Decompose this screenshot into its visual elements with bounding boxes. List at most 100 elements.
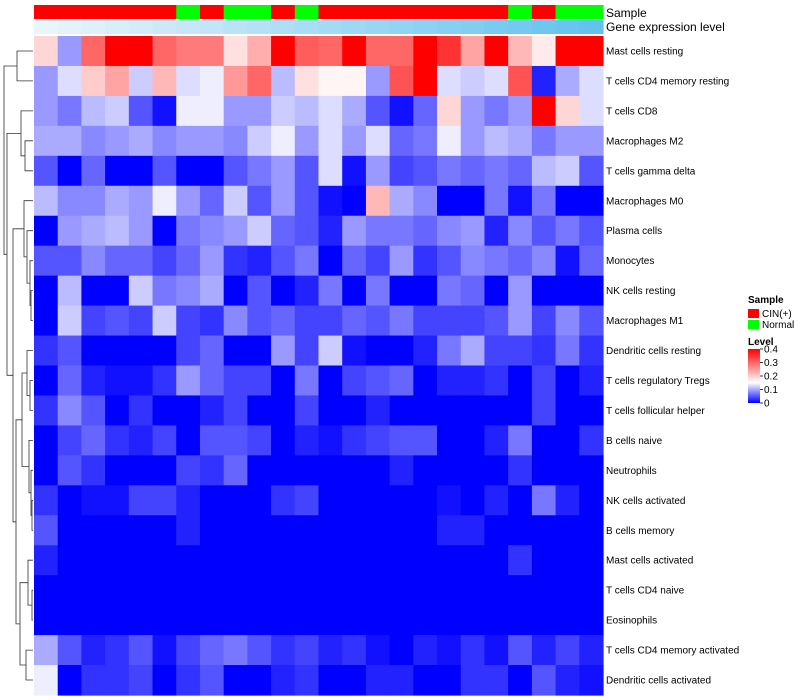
dendrogram-branch	[30, 290, 33, 321]
heatmap-cell	[555, 515, 580, 546]
dendrogram-branch	[16, 50, 33, 82]
row-label: B cells naive	[606, 436, 663, 447]
heatmap-cell	[128, 305, 154, 337]
heatmap-cell	[318, 455, 343, 486]
sample-annotation-cell	[81, 5, 106, 19]
heatmap-cell	[579, 575, 604, 606]
heatmap-cell	[318, 635, 343, 666]
heatmap-cell	[365, 515, 391, 546]
heatmap-cell	[128, 155, 154, 187]
heatmap-cell	[508, 65, 533, 97]
heatmap-cell	[437, 365, 462, 397]
heatmap-cell	[128, 635, 154, 666]
heatmap-cell	[579, 95, 604, 127]
heatmap-cell	[555, 665, 580, 696]
heatmap-cell	[365, 125, 391, 157]
heatmap-cell	[271, 365, 296, 397]
sample-annotation-cell	[508, 5, 533, 19]
heatmap-cell	[128, 365, 154, 397]
expression-annotation-cell	[579, 20, 604, 34]
heatmap-cell	[365, 36, 391, 67]
heatmap-cell	[294, 365, 320, 397]
expression-annotation-cell	[294, 20, 320, 34]
heatmap-cell	[152, 215, 177, 247]
legend-level-ticks: 0.4 0.3 0.2 0.1 0	[760, 345, 778, 410]
expression-annotation-cell	[531, 20, 557, 34]
heatmap-cell	[176, 485, 201, 516]
heatmap-cell	[531, 485, 557, 516]
expression-annotation-cell	[508, 20, 533, 34]
heatmap-cell	[579, 305, 604, 337]
heatmap-cell	[342, 125, 367, 157]
heatmap-cell	[105, 335, 130, 367]
heatmap-cell	[579, 65, 604, 97]
heatmap-cell	[389, 36, 414, 67]
heatmap-cell	[508, 395, 533, 426]
heatmap-cell	[128, 425, 154, 456]
heatmap-cell	[579, 515, 604, 546]
heatmap-cell	[247, 515, 272, 546]
sample-annotation-cell	[34, 5, 59, 19]
heatmap-cell	[81, 185, 106, 217]
sample-annotation-cell	[294, 5, 320, 19]
heatmap-cell	[531, 36, 557, 67]
heatmap-cell	[484, 545, 509, 576]
heatmap-cell	[413, 245, 438, 277]
heatmap-cell	[342, 485, 367, 516]
heatmap-cell	[365, 605, 391, 636]
heatmap-cell	[460, 665, 486, 696]
heatmap-cell	[294, 305, 320, 337]
dendrogram-branch	[3, 65, 17, 255]
legend-level-tick-label: 0.2	[764, 372, 778, 383]
dendrogram-branch	[24, 140, 33, 172]
heatmap-cell	[199, 515, 225, 546]
sample-annotation-cell	[176, 5, 201, 19]
heatmap-cell	[460, 95, 486, 127]
heatmap-cell	[271, 455, 296, 486]
heatmap-cell	[271, 36, 296, 67]
row-label: Neutrophils	[606, 466, 657, 477]
heatmap-cell	[508, 245, 533, 277]
legend-sample-title: Sample	[748, 295, 784, 306]
heatmap-cell	[294, 395, 320, 426]
heatmap-cell	[105, 395, 130, 426]
heatmap-cell	[342, 425, 367, 456]
heatmap-cell	[294, 515, 320, 546]
legend-level-tick-label: 0.4	[764, 345, 778, 356]
row-label: Plasma cells	[606, 226, 662, 237]
heatmap-cell	[389, 305, 414, 337]
heatmap-cell	[152, 36, 177, 67]
heatmap-cell	[437, 215, 462, 247]
sample-annotation-cell	[389, 5, 414, 19]
heatmap-cell	[294, 665, 320, 696]
row-label: Dendritic cells resting	[606, 346, 701, 357]
heatmap-cell	[555, 305, 580, 337]
heatmap-cell	[271, 65, 296, 97]
heatmap-cell	[413, 65, 438, 97]
heatmap-cell	[34, 275, 59, 307]
heatmap-cell	[365, 395, 391, 426]
heatmap-cell	[579, 275, 604, 307]
heatmap-cell	[413, 425, 438, 456]
dendrogram-branch	[25, 649, 33, 681]
heatmap-cell	[57, 365, 83, 397]
heatmap-cell	[176, 395, 201, 426]
dendrogram-branch	[31, 589, 33, 621]
heatmap-cell	[271, 605, 296, 636]
heatmap-cell	[223, 365, 248, 397]
heatmap-cell	[271, 545, 296, 576]
heatmap-cell	[34, 545, 59, 576]
heatmap-cell	[128, 545, 154, 576]
heatmap-cell	[152, 575, 177, 606]
heatmap-cell	[508, 545, 533, 576]
row-label: T cells CD4 memory resting	[606, 76, 729, 87]
heatmap-cell	[460, 515, 486, 546]
heatmap-cell	[152, 125, 177, 157]
heatmap-cell	[342, 365, 367, 397]
sample-annotation-label: Sample	[606, 6, 647, 20]
heatmap-cell	[247, 215, 272, 247]
heatmap-cell	[176, 65, 201, 97]
heatmap-cell	[437, 635, 462, 666]
heatmap-cell	[34, 65, 59, 97]
heatmap-cell	[294, 485, 320, 516]
